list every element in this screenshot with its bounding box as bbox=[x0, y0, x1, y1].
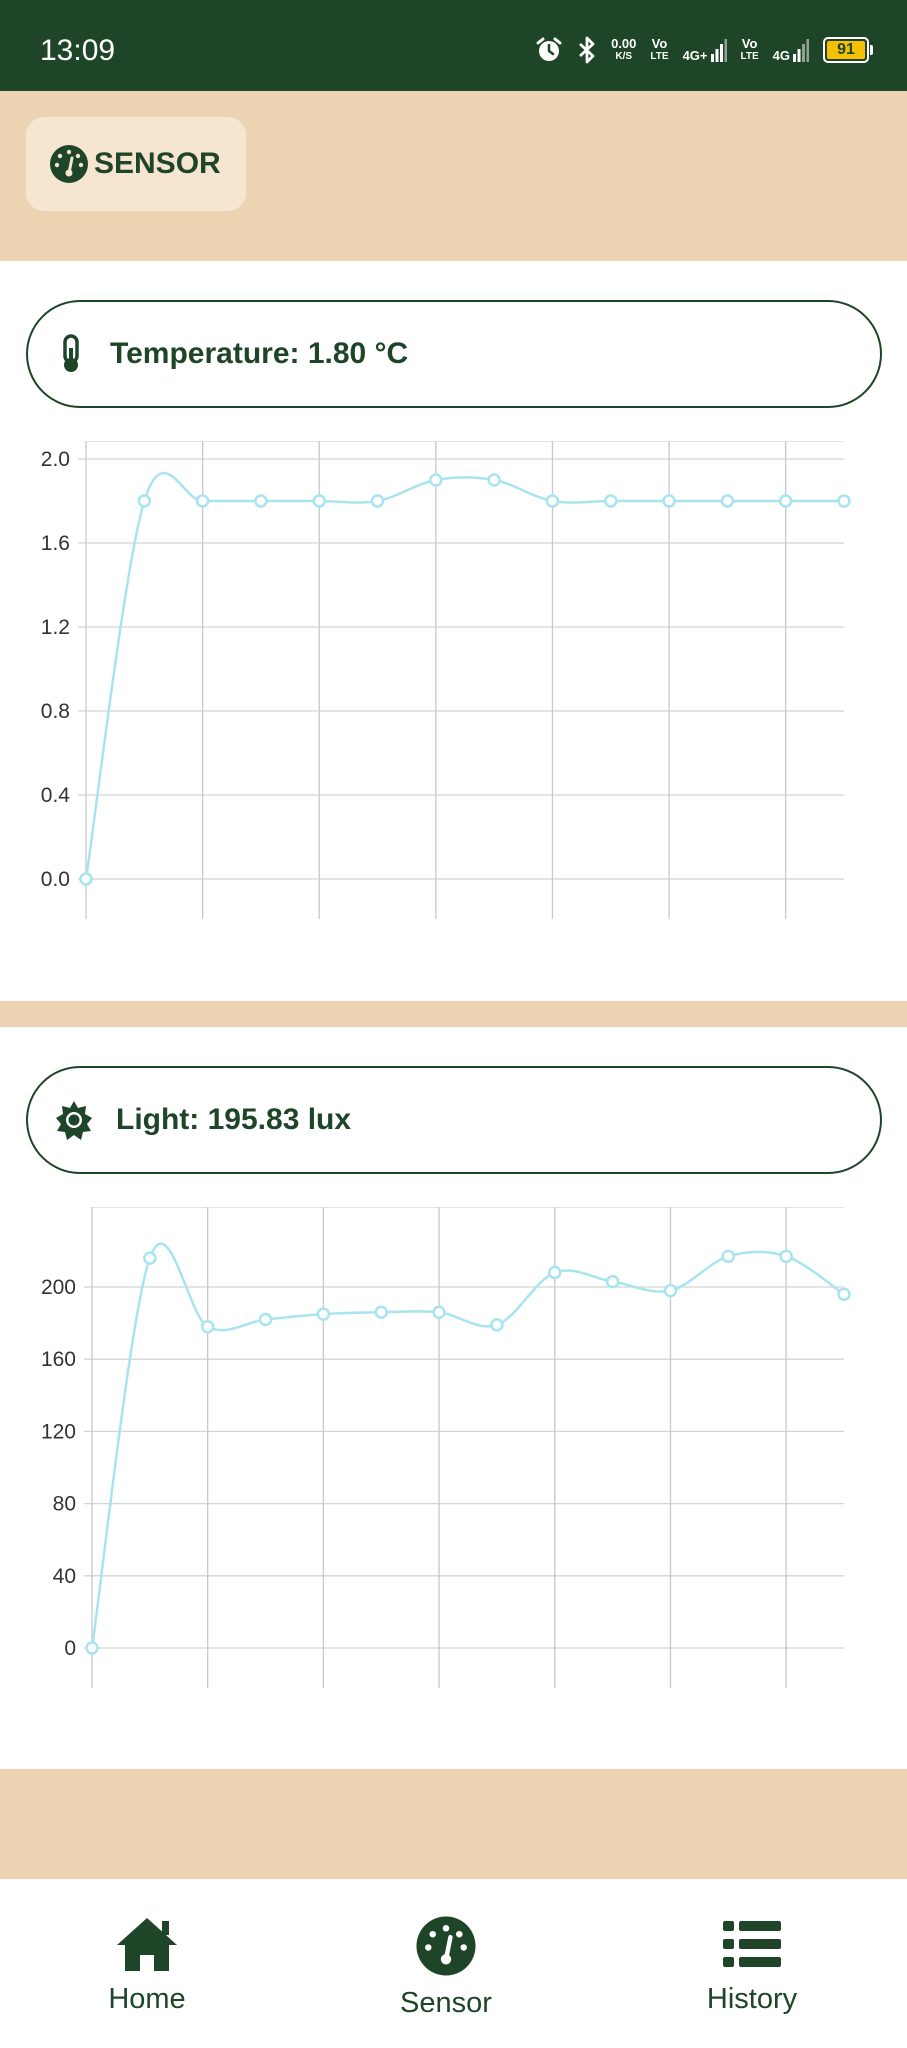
y-tick-label: 160 bbox=[41, 1348, 76, 1371]
battery-icon: 91 bbox=[823, 37, 873, 63]
status-time: 13:09 bbox=[40, 34, 116, 67]
nav-sensor-label: Sensor bbox=[400, 1987, 492, 2019]
data-point bbox=[374, 1305, 388, 1320]
status-bar: 13:09 0.00 K/S Vo LTE 4G+ Vo bbox=[0, 0, 907, 91]
net-speed: 0.00 K/S bbox=[611, 36, 637, 62]
data-point bbox=[779, 1249, 793, 1264]
sensor-chip[interactable]: SENSOR bbox=[26, 117, 246, 211]
sim2-signal: 4G bbox=[773, 38, 809, 62]
nav-history[interactable]: History bbox=[652, 1915, 852, 2016]
y-tick-label: 1.2 bbox=[41, 616, 70, 639]
data-point bbox=[85, 1641, 99, 1655]
data-point bbox=[370, 494, 385, 508]
data-point bbox=[258, 1312, 273, 1327]
light-card: Light: 195.83 lux 0 40 80 120 160 200 bbox=[0, 1027, 907, 1769]
list-icon bbox=[723, 1921, 781, 1967]
y-tick-label: 80 bbox=[53, 1493, 76, 1516]
gauge-icon bbox=[50, 145, 88, 183]
y-tick-label: 200 bbox=[41, 1276, 76, 1299]
data-point bbox=[605, 1274, 620, 1289]
y-tick-label: 0.0 bbox=[41, 868, 70, 891]
battery-level: 91 bbox=[827, 41, 865, 59]
data-point bbox=[778, 494, 793, 508]
sim1-signal: 4G+ bbox=[683, 38, 727, 62]
sensor-chip-label: SENSOR bbox=[94, 147, 221, 180]
data-point bbox=[200, 1319, 215, 1334]
y-tick-label: 2.0 bbox=[41, 448, 70, 471]
temperature-chart: 0.0 0.4 0.8 1.2 1.6 2.0 bbox=[41, 441, 851, 919]
signal-icon bbox=[710, 39, 727, 62]
data-point bbox=[837, 494, 851, 508]
data-point bbox=[663, 1283, 678, 1298]
light-label: Light: 195.83 lux bbox=[116, 1103, 352, 1136]
nav-sensor[interactable]: Sensor bbox=[346, 1915, 546, 2020]
nav-home-label: Home bbox=[108, 1983, 186, 2015]
nav-history-label: History bbox=[706, 1983, 798, 2015]
app-header: SENSOR bbox=[0, 91, 907, 261]
bottom-nav: Home Sensor History bbox=[0, 1879, 907, 2048]
y-tick-label: 120 bbox=[41, 1420, 76, 1443]
y-tick-label: 0.4 bbox=[41, 784, 71, 807]
y-tick-label: 40 bbox=[53, 1565, 76, 1588]
data-point bbox=[79, 872, 93, 886]
data-point bbox=[545, 494, 560, 508]
y-tick-label: 0.8 bbox=[41, 700, 70, 723]
data-point bbox=[143, 1251, 157, 1265]
y-tick-label: 0 bbox=[64, 1637, 76, 1660]
temperature-pill: Temperature: 1.80 °C bbox=[26, 300, 882, 408]
data-point bbox=[195, 494, 210, 508]
section-divider bbox=[0, 1001, 907, 1027]
temperature-card: Temperature: 1.80 °C 0.0 0.4 0.8 1.2 1.6 2.0 bbox=[0, 261, 907, 1001]
home-icon bbox=[117, 1918, 177, 1971]
thermometer-icon bbox=[63, 334, 79, 372]
status-icons: 0.00 K/S Vo LTE 4G+ Vo LTE 4G bbox=[535, 30, 873, 70]
data-point bbox=[137, 494, 152, 508]
data-point bbox=[662, 494, 676, 508]
temperature-label: Temperature: 1.80 °C bbox=[110, 337, 409, 370]
series-line bbox=[84, 471, 844, 880]
sun-icon bbox=[56, 1101, 92, 1140]
data-point bbox=[604, 494, 618, 508]
nav-home[interactable]: Home bbox=[47, 1915, 247, 2016]
data-point bbox=[429, 473, 443, 487]
data-point bbox=[490, 1318, 504, 1332]
bluetooth-icon bbox=[579, 36, 595, 64]
series-line bbox=[90, 1242, 845, 1649]
light-chart: 0 40 80 120 160 200 bbox=[41, 1207, 851, 1688]
data-point bbox=[312, 494, 326, 508]
y-tick-label: 1.6 bbox=[41, 532, 70, 555]
data-point bbox=[316, 1307, 331, 1321]
gauge-icon bbox=[416, 1916, 476, 1976]
data-point bbox=[254, 494, 268, 508]
alarm-icon bbox=[536, 37, 562, 61]
data-point bbox=[432, 1305, 446, 1320]
sim1-volte: Vo LTE bbox=[650, 36, 669, 62]
light-pill: Light: 195.83 lux bbox=[26, 1066, 882, 1174]
signal-icon bbox=[793, 39, 809, 62]
data-point bbox=[837, 1287, 851, 1301]
data-point bbox=[720, 494, 735, 508]
data-point bbox=[548, 1265, 562, 1280]
data-point bbox=[721, 1249, 736, 1264]
data-point bbox=[487, 473, 501, 487]
sim2-volte: Vo LTE bbox=[740, 36, 759, 62]
footer-band bbox=[0, 1769, 907, 1879]
